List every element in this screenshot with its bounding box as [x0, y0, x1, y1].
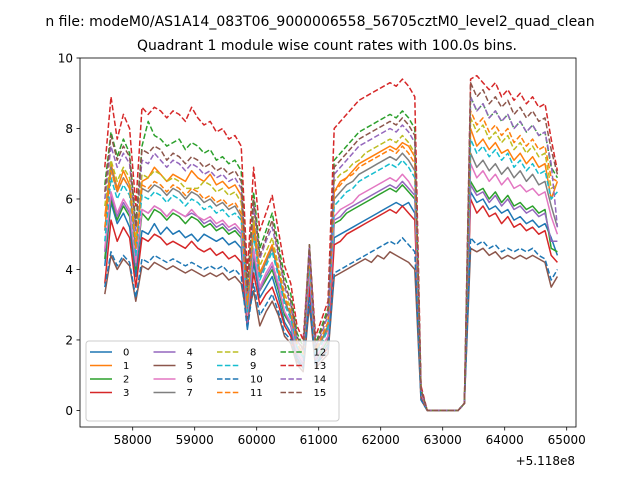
series-line-13: [104, 74, 559, 412]
legend-entry-6: 6: [153, 375, 193, 386]
axis-ticks: 58000 59000 60000 61000 62000 63000 64000 65000…: [58, 52, 586, 448]
legend-label: 11: [250, 388, 263, 399]
x-tick-label: 62000: [362, 433, 400, 447]
x-tick-label: 58000: [114, 433, 152, 447]
series-line-12: [104, 96, 559, 412]
legend-label: 9: [250, 361, 256, 372]
legend-label: 3: [123, 388, 129, 399]
legend-label: 14: [314, 375, 327, 386]
legend-label: 5: [187, 361, 193, 372]
legend-label: 7: [187, 388, 193, 399]
y-tick-label: 0: [65, 404, 73, 418]
y-tick-label: 8: [65, 122, 73, 136]
series-line-3: [104, 198, 558, 412]
legend-entry-5: 5: [153, 361, 193, 372]
legend-label: 2: [123, 375, 129, 386]
x-tick-label: 61000: [300, 433, 338, 447]
chart-title: Quadrant 1 module wise count rates with …: [137, 38, 517, 54]
legend-entry-13: 13: [280, 361, 327, 372]
series-lines: [104, 74, 559, 412]
x-tick-label: 60000: [238, 433, 276, 447]
y-tick-label: 10: [58, 52, 73, 66]
legend-label: 4: [187, 348, 193, 359]
y-tick-label: 4: [65, 263, 73, 277]
legend-entry-10: 10: [217, 375, 263, 386]
x-tick-label: 65000: [548, 433, 586, 447]
series-line-15: [104, 81, 559, 412]
x-offset-label: +5.118e8: [516, 454, 575, 468]
legend-entry-14: 14: [280, 375, 327, 386]
legend-entry-8: 8: [217, 348, 256, 359]
legend-entry-0: 0: [90, 348, 129, 359]
legend-entry-15: 15: [280, 388, 327, 399]
legend-box: [85, 340, 340, 422]
x-tick-label: 64000: [486, 433, 524, 447]
y-tick-label: 6: [65, 192, 73, 206]
legend-label: 12: [314, 348, 327, 359]
series-line-11: [104, 110, 558, 412]
legend-entry-4: 4: [153, 348, 193, 359]
legend-label: 15: [314, 388, 327, 399]
y-tick-label: 2: [65, 333, 73, 347]
legend-label: 10: [250, 375, 263, 386]
series-line-10: [104, 236, 559, 412]
legend-label: 1: [123, 361, 129, 372]
legend-label: 0: [123, 348, 129, 359]
x-tick-label: 63000: [424, 433, 462, 447]
legend-entry-12: 12: [280, 348, 327, 359]
legend-label: 8: [250, 348, 256, 359]
figure-suptitle: n file: modeM0/AS1A14_083T06_9000006558_…: [45, 14, 594, 30]
series-line-9: [104, 138, 558, 412]
legend-entry-2: 2: [90, 375, 129, 386]
axes-frame: [79, 57, 577, 428]
legend-entry-1: 1: [90, 361, 129, 372]
legend-entry-7: 7: [153, 388, 193, 399]
legend-label: 6: [187, 375, 193, 386]
legend-entry-11: 11: [217, 388, 263, 399]
legend-entry-3: 3: [90, 388, 129, 399]
x-tick-label: 59000: [176, 433, 214, 447]
legend-entry-9: 9: [217, 361, 256, 372]
plot-area: [79, 57, 577, 428]
legend-label: 13: [314, 361, 327, 372]
